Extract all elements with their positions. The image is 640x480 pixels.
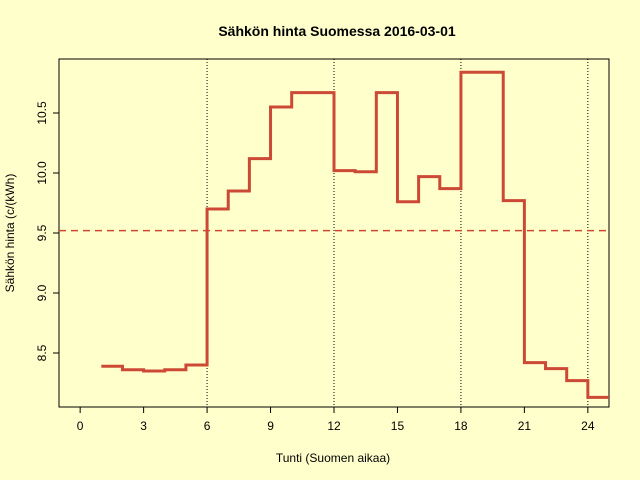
x-tick-label-24: 24	[581, 419, 595, 433]
x-tick-label-18: 18	[454, 419, 468, 433]
x-tick-label-9: 9	[267, 419, 274, 433]
y-tick-label-4: 10.5	[35, 101, 49, 125]
x-axis-label: Tunti (Suomen aikaa)	[276, 451, 390, 465]
x-tick-label-6: 6	[204, 419, 211, 433]
x-tick-label-3: 3	[140, 419, 147, 433]
y-tick-label-3: 10.0	[35, 161, 49, 185]
y-tick-label-2: 9.5	[35, 224, 49, 241]
plot-area: 0 3 6 9 12 15 18 21 24 8.5 9.0 9.5 10.0 10.5	[35, 58, 610, 433]
x-tick-label-0: 0	[77, 419, 84, 433]
series-line-0	[101, 70, 609, 399]
chart-title: Sähkön hinta Suomessa 2016-03-01	[218, 23, 456, 39]
x-tick-label-15: 15	[391, 419, 405, 433]
y-tick-label-0: 8.5	[35, 344, 49, 361]
y-axis-label: Sähkön hinta (c/(kWh)	[3, 174, 17, 293]
x-tick-label-12: 12	[327, 419, 341, 433]
y-tick-label-1: 9.0	[35, 284, 49, 301]
x-tick-label-21: 21	[518, 419, 532, 433]
